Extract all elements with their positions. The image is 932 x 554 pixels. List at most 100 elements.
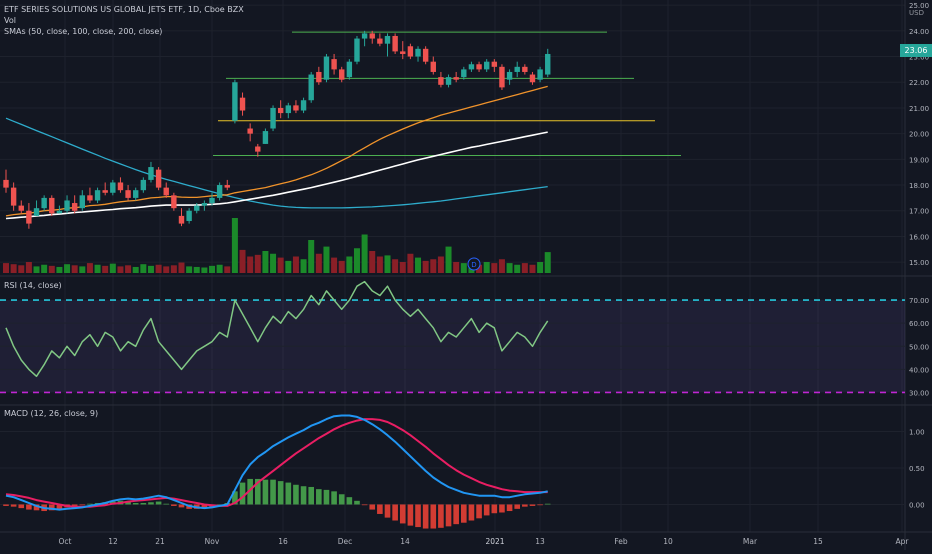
macd-histogram-bar [285,482,292,505]
volume-bar [415,257,422,273]
macd-histogram-bar [491,504,498,514]
macd-histogram-bar [316,489,322,505]
candle-body [216,185,223,198]
candle-body [361,33,368,39]
macd-histogram-bar [399,504,406,524]
time-axis-label: Nov [205,537,220,546]
macd-histogram-bar [514,504,521,509]
volume-bar [361,234,368,273]
macd-histogram-bar [254,478,261,505]
macd-line [5,414,548,511]
volume-legend[interactable]: Vol [4,16,16,25]
macd-histogram-bar [132,503,139,505]
macd-histogram-bar [308,486,314,505]
candle-body [262,131,269,144]
time-axis-label: Dec [338,537,353,546]
price-tick-label: 18.00 [909,182,929,190]
candle-body [491,61,498,67]
volume-bar [544,252,551,273]
volume-bar [216,264,223,273]
volume-bar [71,265,78,273]
candle-body [514,66,520,72]
candle-body [377,38,383,44]
volume-bar [254,254,261,273]
macd-histogram-bar [262,479,269,505]
candle-body [506,71,513,80]
candle-body [430,61,436,72]
volume-bar [331,257,338,273]
macd-histogram-bar [476,504,482,519]
volume-bar [460,263,467,273]
volume-bar [209,265,216,273]
macd-histogram-bar [201,504,208,509]
macd-histogram-bar [392,504,398,521]
volume-bar [33,266,40,273]
sma-legend[interactable]: SMAs (50, close, 100, close, 200, close) [4,27,163,36]
volume-bar [201,267,208,273]
volume-bar [48,265,55,273]
candle-body [400,51,406,54]
volume-bar [125,265,132,273]
macd-tick-label: 0.00 [909,501,925,509]
macd-histogram-bar [544,503,551,505]
candle-body [239,97,246,111]
macd-histogram-bar [247,478,253,505]
candle-body [133,190,139,198]
volume-bar [514,264,521,273]
macd-histogram-bar [438,504,444,528]
candle-body [102,190,108,193]
volume-bar [64,264,71,273]
volume-bar [109,263,116,273]
macd-histogram-bar [331,491,337,505]
volume-bar [308,240,315,273]
volume-bar [437,256,444,273]
macd-histogram-bar [354,500,360,505]
volume-bar [163,266,170,273]
volume-bar [300,259,307,273]
rsi-tick-label: 40.00 [909,366,929,374]
candle-body [354,38,360,62]
volume-bar [79,266,86,273]
rsi-title[interactable]: RSI (14, close) [4,281,62,290]
time-axis-label: Oct [59,537,72,546]
candle-body [33,208,40,216]
candle-body [277,107,284,114]
candle-body [87,195,93,201]
last-price-tag: 23.06 [900,44,932,57]
macd-histogram-bar [415,504,421,528]
macd-histogram-bar [522,504,528,507]
volume-bar [25,262,32,273]
price-tick-label: 25.00 [909,2,929,10]
candle-body [94,190,101,201]
macd-title[interactable]: MACD (12, 26, close, 9) [4,409,99,418]
macd-histogram-bar [18,504,25,509]
macd-histogram-bar [445,504,452,527]
macd-histogram-bar [239,482,246,505]
candle-body [110,182,116,193]
sma100-line [5,131,548,220]
candle-body [476,64,482,70]
macd-histogram-bar [293,484,299,505]
macd-histogram-bar [48,504,55,511]
macd-histogram-bar [10,504,17,507]
macd-histogram-bar [71,504,78,506]
candle-body [392,35,398,52]
candle-body [453,77,459,80]
volume-bar [41,264,48,273]
volume-bar [3,263,9,273]
volume-bar [491,263,498,273]
volume-bar [353,248,360,273]
candle-body [529,74,536,83]
candle-body [415,48,421,57]
volume-bar [262,251,269,273]
macd-histogram-bar [163,503,170,505]
volume-bar [10,264,17,273]
candle-body [308,74,314,101]
symbol-title[interactable]: ETF SERIES SOLUTIONS US GLOBAL JETS ETF,… [4,5,244,14]
candle-body [445,77,452,85]
rsi-tick-label: 60.00 [909,320,929,328]
macd-tick-label: 1.00 [909,429,925,437]
